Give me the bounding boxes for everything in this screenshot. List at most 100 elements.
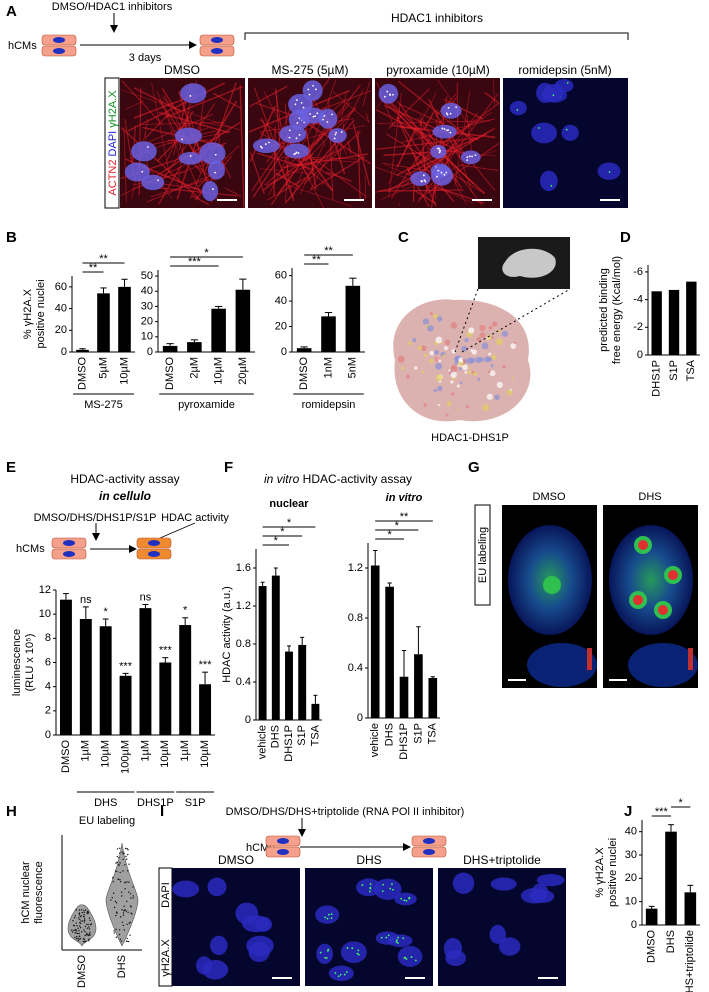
significance-label: * [280, 526, 285, 538]
surface-patch [448, 369, 451, 372]
x-tick-label: DHS1P [283, 725, 295, 762]
foci [296, 122, 299, 124]
fiber [396, 116, 437, 207]
nucleus [148, 551, 160, 557]
bar [271, 575, 280, 720]
x-tick-label: 10µM [213, 357, 225, 385]
surface-patch [479, 357, 484, 363]
surface-patch [437, 385, 443, 392]
foci [414, 959, 417, 962]
fiber [275, 172, 301, 188]
x-tick-label: 10µM [100, 740, 112, 768]
foci [446, 113, 449, 116]
fiber [127, 82, 226, 132]
surface-patch [481, 342, 489, 350]
foci [516, 109, 519, 111]
point [71, 931, 74, 933]
foci [405, 899, 408, 902]
point [75, 938, 78, 940]
point [79, 935, 81, 937]
fiber [239, 85, 245, 208]
x-tick-label: 5nM [347, 357, 359, 378]
surface-patch [429, 312, 433, 316]
panel-label: A [6, 3, 17, 20]
significance-label: ** [89, 262, 98, 274]
column-title: DMSO [218, 853, 254, 867]
point [122, 870, 124, 872]
micrograph [503, 78, 628, 208]
point [80, 909, 83, 911]
foci [446, 129, 448, 132]
foci [345, 971, 348, 973]
foci [302, 106, 305, 109]
foci [309, 113, 312, 115]
bar [296, 348, 312, 352]
foci [288, 136, 291, 139]
x-tick-label: TSA [685, 359, 697, 381]
panel-label: I [160, 803, 164, 820]
nucleus [520, 888, 548, 904]
point [127, 940, 130, 943]
foci [293, 153, 296, 156]
nucleus [430, 144, 447, 159]
fiber [249, 85, 288, 107]
foci [566, 82, 569, 84]
foci [147, 146, 149, 148]
x-tick-label: 10µM [159, 740, 171, 768]
surface-patch [490, 335, 494, 339]
point [132, 897, 134, 899]
bar [684, 892, 697, 925]
nucleus [53, 48, 65, 54]
y-tick-label: 20 [55, 324, 67, 336]
surface-patch [454, 360, 459, 365]
fiber [365, 112, 370, 123]
point [77, 937, 79, 939]
point [83, 938, 86, 941]
surface-patch [464, 338, 469, 343]
x-tick-label: DHS+triptolide [684, 930, 696, 992]
foci [445, 171, 448, 174]
fiber [384, 164, 474, 204]
nucleus [148, 540, 160, 546]
point [82, 920, 84, 922]
foci [357, 949, 360, 952]
point [79, 925, 81, 927]
point [111, 896, 114, 899]
y-tick-label: 0 [637, 349, 643, 361]
nucleus [302, 80, 323, 101]
foci [330, 917, 333, 920]
point [83, 921, 86, 923]
surface-patch [501, 330, 509, 337]
point [121, 895, 123, 897]
surface-patch [456, 384, 460, 388]
significance-label: *** [199, 659, 213, 671]
nucleus [328, 128, 347, 143]
point [130, 906, 133, 908]
y-axis-label: HDAC activity (a.u.) [221, 586, 233, 683]
bar [285, 651, 293, 720]
nucleus [63, 540, 75, 546]
nucleus [254, 916, 273, 932]
x-tick-label: DMSO [60, 740, 72, 773]
surface-patch [445, 413, 449, 417]
point [118, 856, 120, 859]
point [120, 891, 123, 893]
surface-patch [412, 338, 417, 343]
surface-patch [451, 349, 456, 354]
foci [351, 947, 354, 950]
point [127, 853, 129, 856]
surface-patch [437, 316, 443, 322]
point [71, 929, 73, 931]
point [127, 849, 129, 851]
point [84, 925, 87, 928]
surface-patch [460, 381, 463, 385]
bar [370, 565, 380, 718]
point [132, 895, 134, 897]
bar [97, 293, 110, 352]
point [83, 913, 85, 916]
foci [449, 131, 452, 134]
point [79, 918, 81, 921]
point [81, 931, 83, 933]
point [115, 936, 118, 938]
surface-patch [422, 318, 430, 325]
